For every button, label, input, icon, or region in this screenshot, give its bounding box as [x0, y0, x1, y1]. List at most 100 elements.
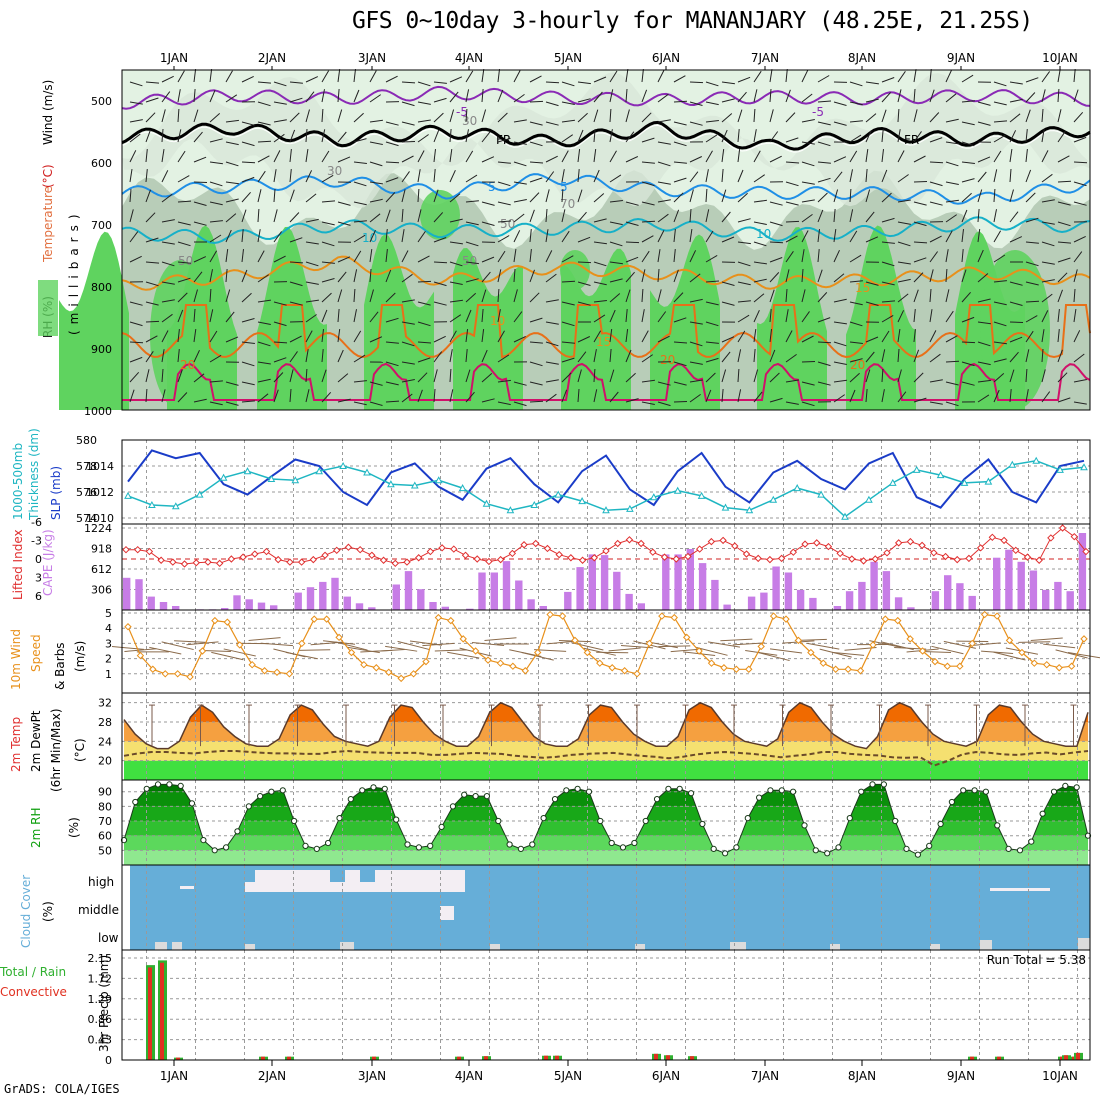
wind-barb [241, 318, 255, 323]
thickness-point [697, 491, 706, 499]
thickness-point [626, 504, 634, 512]
wind-barb [705, 209, 710, 223]
wind-barb [193, 256, 207, 263]
wind-barb [769, 272, 780, 283]
cloud-high-gap [245, 870, 465, 892]
wind-barb [289, 351, 298, 363]
temp2m-label2: 2m DewPt [29, 710, 43, 772]
rh-point [359, 787, 366, 794]
wind-barb [209, 354, 222, 363]
wind-barb [449, 149, 453, 163]
wind-barb [929, 251, 939, 263]
wind-barb [641, 288, 644, 303]
wind-barb [1073, 111, 1084, 123]
li-point [953, 555, 961, 564]
wind-barb [385, 361, 399, 367]
wind-barb [641, 401, 655, 405]
rh-point [381, 785, 388, 792]
wind-barb [257, 250, 265, 263]
wind-barb [433, 281, 447, 287]
wind-barb [945, 230, 953, 243]
cloud-level-high: high [88, 875, 114, 889]
li-point [766, 555, 774, 564]
date-label-top: 9JAN [947, 51, 975, 65]
wind-barb [449, 330, 457, 343]
wind-barb [561, 255, 574, 263]
wind-barb [417, 188, 420, 203]
cape-bar [245, 599, 253, 610]
wind-barb [401, 229, 405, 243]
contour-label: 5 [488, 180, 496, 194]
thickness-tick: 574 [76, 512, 97, 525]
thickness-point [865, 495, 873, 503]
wind-barb [609, 261, 623, 265]
wind-barb [289, 237, 303, 243]
wind-barb [673, 141, 687, 147]
wind-barb [353, 201, 367, 206]
wind10-barb [1030, 637, 1063, 642]
wind-barb [305, 218, 319, 223]
wind10-barb [695, 646, 728, 656]
rh-point [1039, 810, 1046, 817]
wind-barb [209, 401, 223, 406]
thickness-point [267, 474, 276, 482]
wind10-barb [707, 641, 741, 648]
wind-barb [721, 129, 728, 143]
wind-barb [881, 314, 894, 323]
wind-barb [1025, 368, 1028, 383]
wind-barb [161, 281, 175, 285]
wind-barb [353, 380, 367, 383]
cape-tick: 918 [91, 543, 112, 556]
li-point [473, 555, 481, 563]
wind-barb [801, 401, 815, 407]
wind-barb [513, 401, 527, 407]
wind-barb [881, 149, 884, 163]
wind-barb [705, 81, 719, 87]
thickness-point [458, 484, 467, 492]
wind-barb [929, 401, 943, 405]
cape-bar [441, 606, 449, 610]
wind-barb [305, 241, 319, 245]
wind-barb [449, 241, 463, 245]
date-label-top: 5JAN [554, 51, 582, 65]
cape-bar [270, 605, 278, 610]
rh-point [540, 815, 547, 822]
wind-barb [465, 261, 479, 265]
wind-point [831, 665, 840, 673]
wind10-barb [422, 642, 455, 647]
wind-barb [225, 336, 239, 343]
thickness-point [793, 484, 802, 492]
wind-barb [993, 301, 1007, 306]
wind-point [161, 670, 169, 678]
cape-bar [833, 606, 842, 610]
wind-point [918, 647, 927, 655]
wind-barb [641, 250, 650, 263]
wind-barb [561, 101, 575, 105]
wind-barb [433, 112, 444, 123]
wind-barb [593, 128, 596, 143]
wind-barb [465, 349, 468, 363]
wind-barb [385, 141, 399, 147]
li-point [637, 539, 645, 548]
rh-point [461, 791, 468, 798]
wind-barb [433, 369, 438, 383]
wind-barb [385, 209, 391, 223]
wind-barb [977, 379, 991, 383]
wind-barb [337, 131, 347, 143]
wind-barb [193, 156, 207, 163]
thickness-point [936, 471, 945, 479]
upper-wind-barbs [129, 69, 1088, 407]
wind-barb [817, 341, 832, 344]
wind-speed-line [127, 613, 1085, 680]
wind-barb [401, 379, 415, 383]
rh-point [495, 817, 502, 825]
rh-point [302, 842, 309, 850]
li-point [894, 539, 903, 547]
wind-barb [241, 292, 252, 303]
wind-barb [689, 379, 703, 383]
li-point [543, 544, 552, 553]
wind-barb [641, 379, 655, 383]
wind-barb [785, 89, 791, 103]
wind-barb [305, 368, 308, 383]
wind-barb [209, 250, 218, 263]
